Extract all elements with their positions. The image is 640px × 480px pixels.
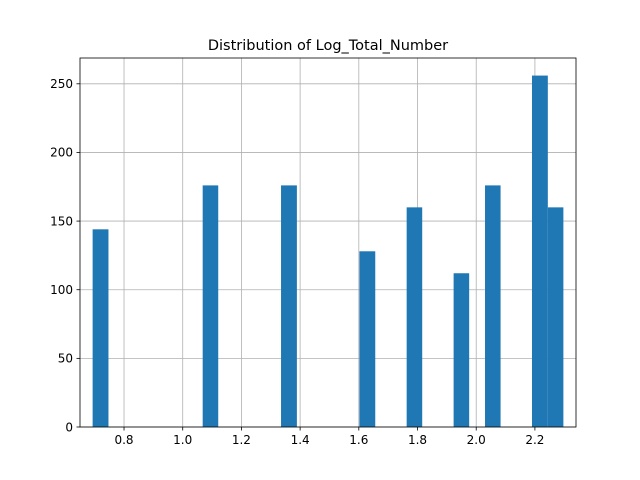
histogram-bar [406, 207, 423, 427]
x-tick-label: 2.2 [525, 433, 544, 447]
x-tick-label: 0.8 [114, 433, 133, 447]
histogram-bar [202, 185, 219, 427]
x-tick-label: 1.2 [232, 433, 251, 447]
x-tick-label: 1.6 [349, 433, 368, 447]
x-tick-label: 1.0 [173, 433, 192, 447]
plot-frame [79, 57, 577, 428]
x-tick-label: 2.0 [467, 433, 486, 447]
y-tick-label: 0 [65, 420, 73, 434]
chart-title: Distribution of Log_Total_Number [208, 38, 448, 54]
histogram-bar [531, 75, 548, 428]
y-tick-label: 200 [50, 146, 73, 160]
histogram-bar [281, 185, 297, 427]
y-tick-label: 50 [58, 352, 73, 366]
axes: 0.8 1.0 1.2 1.4 1.6 1.8 2.0 2.2 0 50 100 150 200 250 [50, 57, 577, 447]
grid-lines [80, 58, 576, 428]
histogram-bar [547, 207, 564, 427]
x-tick-label: 1.4 [291, 433, 310, 447]
histogram-bar [453, 273, 470, 427]
histogram-bar [485, 185, 501, 427]
y-tick-label: 100 [50, 283, 73, 297]
x-tick-label: 1.8 [408, 433, 427, 447]
histogram-bars [92, 75, 564, 428]
y-tick-label: 150 [50, 214, 73, 228]
histogram-bar [359, 251, 376, 427]
y-tick-label: 250 [50, 77, 73, 91]
histogram-bar [92, 229, 109, 427]
